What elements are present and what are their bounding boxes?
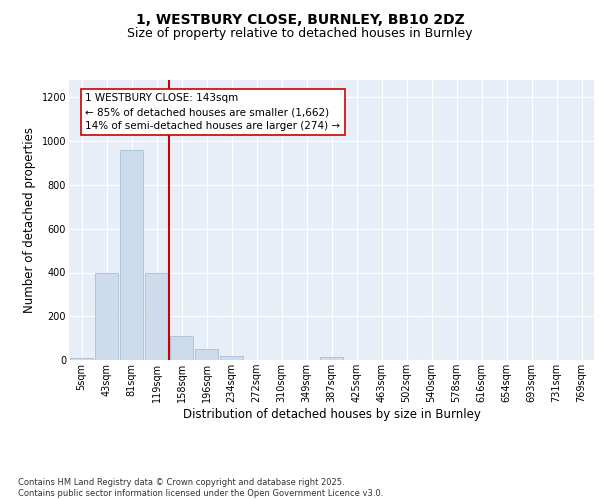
Bar (220, 356, 243, 360)
Text: 1 WESTBURY CLOSE: 143sqm
← 85% of detached houses are smaller (1,662)
14% of sem: 1 WESTBURY CLOSE: 143sqm ← 85% of detach… (85, 93, 340, 131)
Bar (95, 272, 118, 360)
Text: 1, WESTBURY CLOSE, BURNLEY, BB10 2DZ: 1, WESTBURY CLOSE, BURNLEY, BB10 2DZ (136, 12, 464, 26)
Bar (170, 336, 193, 360)
Bar (70, 358, 93, 360)
X-axis label: Distribution of detached houses by size in Burnley: Distribution of detached houses by size … (182, 408, 481, 421)
Bar (145, 272, 168, 360)
Text: Size of property relative to detached houses in Burnley: Size of property relative to detached ho… (127, 28, 473, 40)
Y-axis label: Number of detached properties: Number of detached properties (23, 127, 36, 313)
Text: Contains HM Land Registry data © Crown copyright and database right 2025.
Contai: Contains HM Land Registry data © Crown c… (18, 478, 383, 498)
Bar (120, 150, 143, 360)
Bar (195, 349, 218, 360)
Bar (320, 358, 343, 360)
